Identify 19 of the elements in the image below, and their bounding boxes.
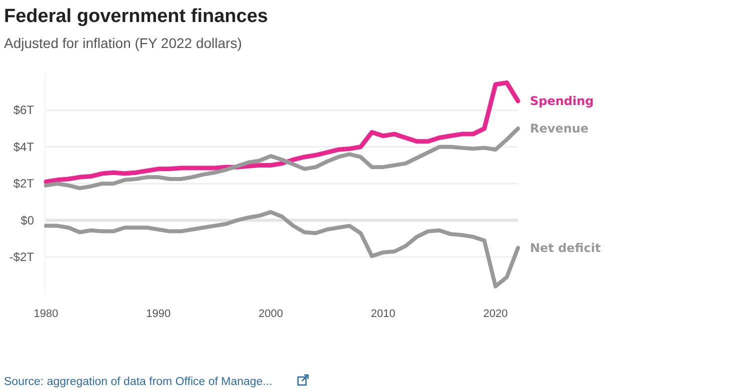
y-tick-label: $4T	[13, 140, 35, 154]
x-tick-label: 1990	[146, 308, 171, 320]
series-label: Net deficit	[530, 240, 601, 255]
series-label: Revenue	[530, 122, 589, 136]
x-tick-label: 2000	[258, 308, 284, 320]
y-tick-label: $6T	[13, 103, 35, 118]
chart-subtitle: Adjusted for inflation (FY 2022 dollars)	[4, 35, 242, 51]
line-series	[44, 126, 520, 190]
chart-title: Federal government finances	[4, 6, 268, 27]
line-series	[44, 80, 520, 184]
line-series	[44, 210, 520, 288]
x-tick-label: 2010	[370, 308, 396, 320]
x-tick-label: 2020	[483, 308, 508, 320]
series-label: Spending	[530, 94, 594, 108]
y-tick-label: $0	[20, 213, 34, 228]
y-tick-label: -$2T	[9, 250, 35, 264]
source-note: Source: aggregation of data from Office of Manage...	[4, 376, 272, 388]
x-tick-label: 1980	[34, 308, 58, 320]
y-tick-label: $2T	[13, 176, 35, 191]
